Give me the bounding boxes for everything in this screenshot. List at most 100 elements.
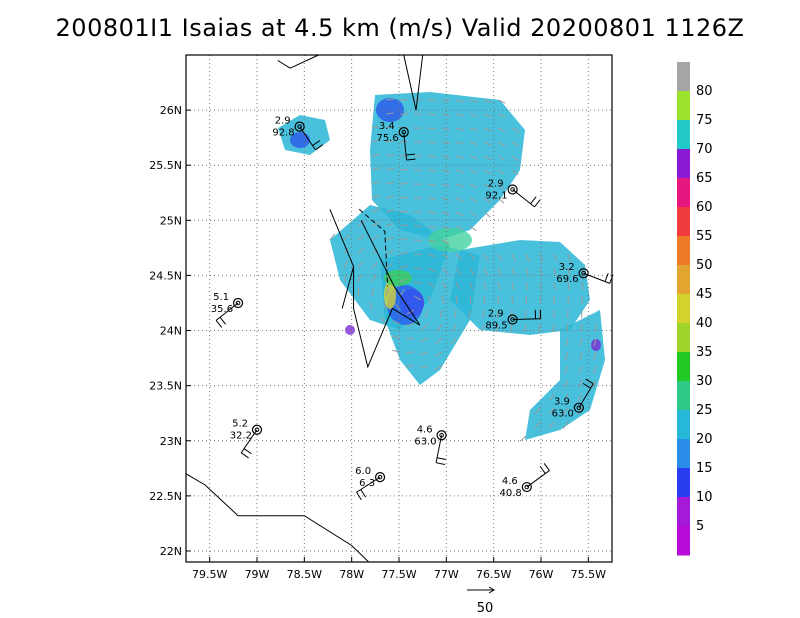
x-tick-label: 78.5W [287,568,322,581]
eyewall-green [384,270,412,286]
wind-arrow [371,274,377,283]
wind-arrow [441,155,450,159]
station-ring [436,430,447,441]
region-southeast-arc [525,310,605,440]
wind-arrow [594,323,597,333]
wind-arrow [511,267,516,276]
colorbar-segment [677,149,690,179]
colorbar-segment [677,410,690,440]
wind-arrow [385,112,394,115]
wind-arrow [343,260,349,269]
colorbar-label: 35 [696,345,713,360]
wind-arrow [441,239,450,245]
wind-arrow [455,211,464,217]
wind-arrow [406,309,415,315]
wind-arrow [385,168,394,171]
wind-arrow [399,182,409,185]
wind-arrow [579,351,583,360]
wind-arrow [592,379,597,388]
wind-arrow [343,233,350,241]
station-marker: 2.992.8 [272,116,324,151]
wind-arrow [405,351,415,354]
reference-vector: 50 [467,586,495,616]
station-label-top: 2.9 [488,178,504,189]
wind-arrow [534,407,541,415]
wind-arrow [399,224,408,227]
wind-arrow [567,281,570,290]
wind-arrow [357,234,365,241]
station-ring [578,268,589,279]
wind-field-layer [278,92,605,442]
wind-arrow [469,197,478,203]
wind-arrow [439,309,443,318]
y-tick-label: 26N [160,104,182,117]
wind-arrow [392,335,401,339]
wind-arrow [455,295,458,304]
wind-barb-feather [312,140,321,147]
wind-arrow [371,222,380,227]
wind-arrow [469,141,478,146]
wind-arrow [539,281,542,290]
station-marker: 4.640.8 [500,463,550,499]
station-marker: 3.475.6 [376,121,416,161]
wind-barb-feather [219,316,227,325]
wind-arrow [511,127,520,133]
wind-arrow [497,169,505,175]
wind-arrow [399,251,408,255]
wind-arrow [469,127,478,132]
wind-arrow [563,407,569,415]
station-label-top: 5.2 [232,419,248,430]
colorbar-segment [677,236,690,266]
colorbar-segment [677,526,690,556]
x-tick-label: 76.5W [476,568,511,581]
coast-abaco [403,54,424,111]
wind-arrow [455,253,463,260]
wind-arrow [420,351,429,356]
wind-arrow [579,337,583,346]
colorbar-label: 60 [696,200,713,215]
wind-arrow [385,195,394,199]
wind-arrow [482,309,485,319]
wind-arrow [564,365,569,374]
wind-arrow [427,141,437,144]
wind-arrow [564,379,569,388]
station-label-top: 2.9 [275,116,291,127]
station-label-bottom: 69.6 [556,274,578,285]
wind-arrow [441,211,450,216]
wind-arrow [469,155,478,160]
wind-arrow [469,267,475,276]
wind-arrow [371,194,380,199]
station-ring [251,424,263,435]
coast-andros [329,209,421,369]
wind-barb-feather [604,272,609,282]
wind-barb-feather [543,463,550,471]
wind-arrow [441,197,450,201]
wind-arrow [469,113,478,117]
wind-arrow [534,421,541,429]
wind-arrow [427,225,436,229]
wind-arrow [406,323,415,326]
wind-arrow [357,261,363,269]
colorbar-label: 55 [696,229,713,244]
x-tick-label: 78W [339,568,364,581]
wind-arrow [427,155,437,158]
station-label-bottom: 32.2 [230,431,252,442]
wind-arrow [524,323,527,332]
wind-arrow [469,225,477,232]
wind-arrow [385,140,394,143]
wind-arrow [578,379,583,388]
wind-arrow [385,209,394,213]
wind-barb-staff [403,132,408,161]
wind-arrow [427,239,436,243]
wind-arrow [371,248,379,255]
colorbar-segment [677,178,690,208]
station-label-top: 4.6 [502,476,518,487]
coastline-layer [185,54,424,563]
colorbar-segment [677,120,690,150]
wind-arrow [455,267,462,275]
wind-arrow [413,253,423,256]
wind-arrow [525,281,528,290]
y-tick-label: 25.5N [149,159,182,172]
wind-barb-feather [215,320,223,328]
wind-arrow [581,281,584,291]
